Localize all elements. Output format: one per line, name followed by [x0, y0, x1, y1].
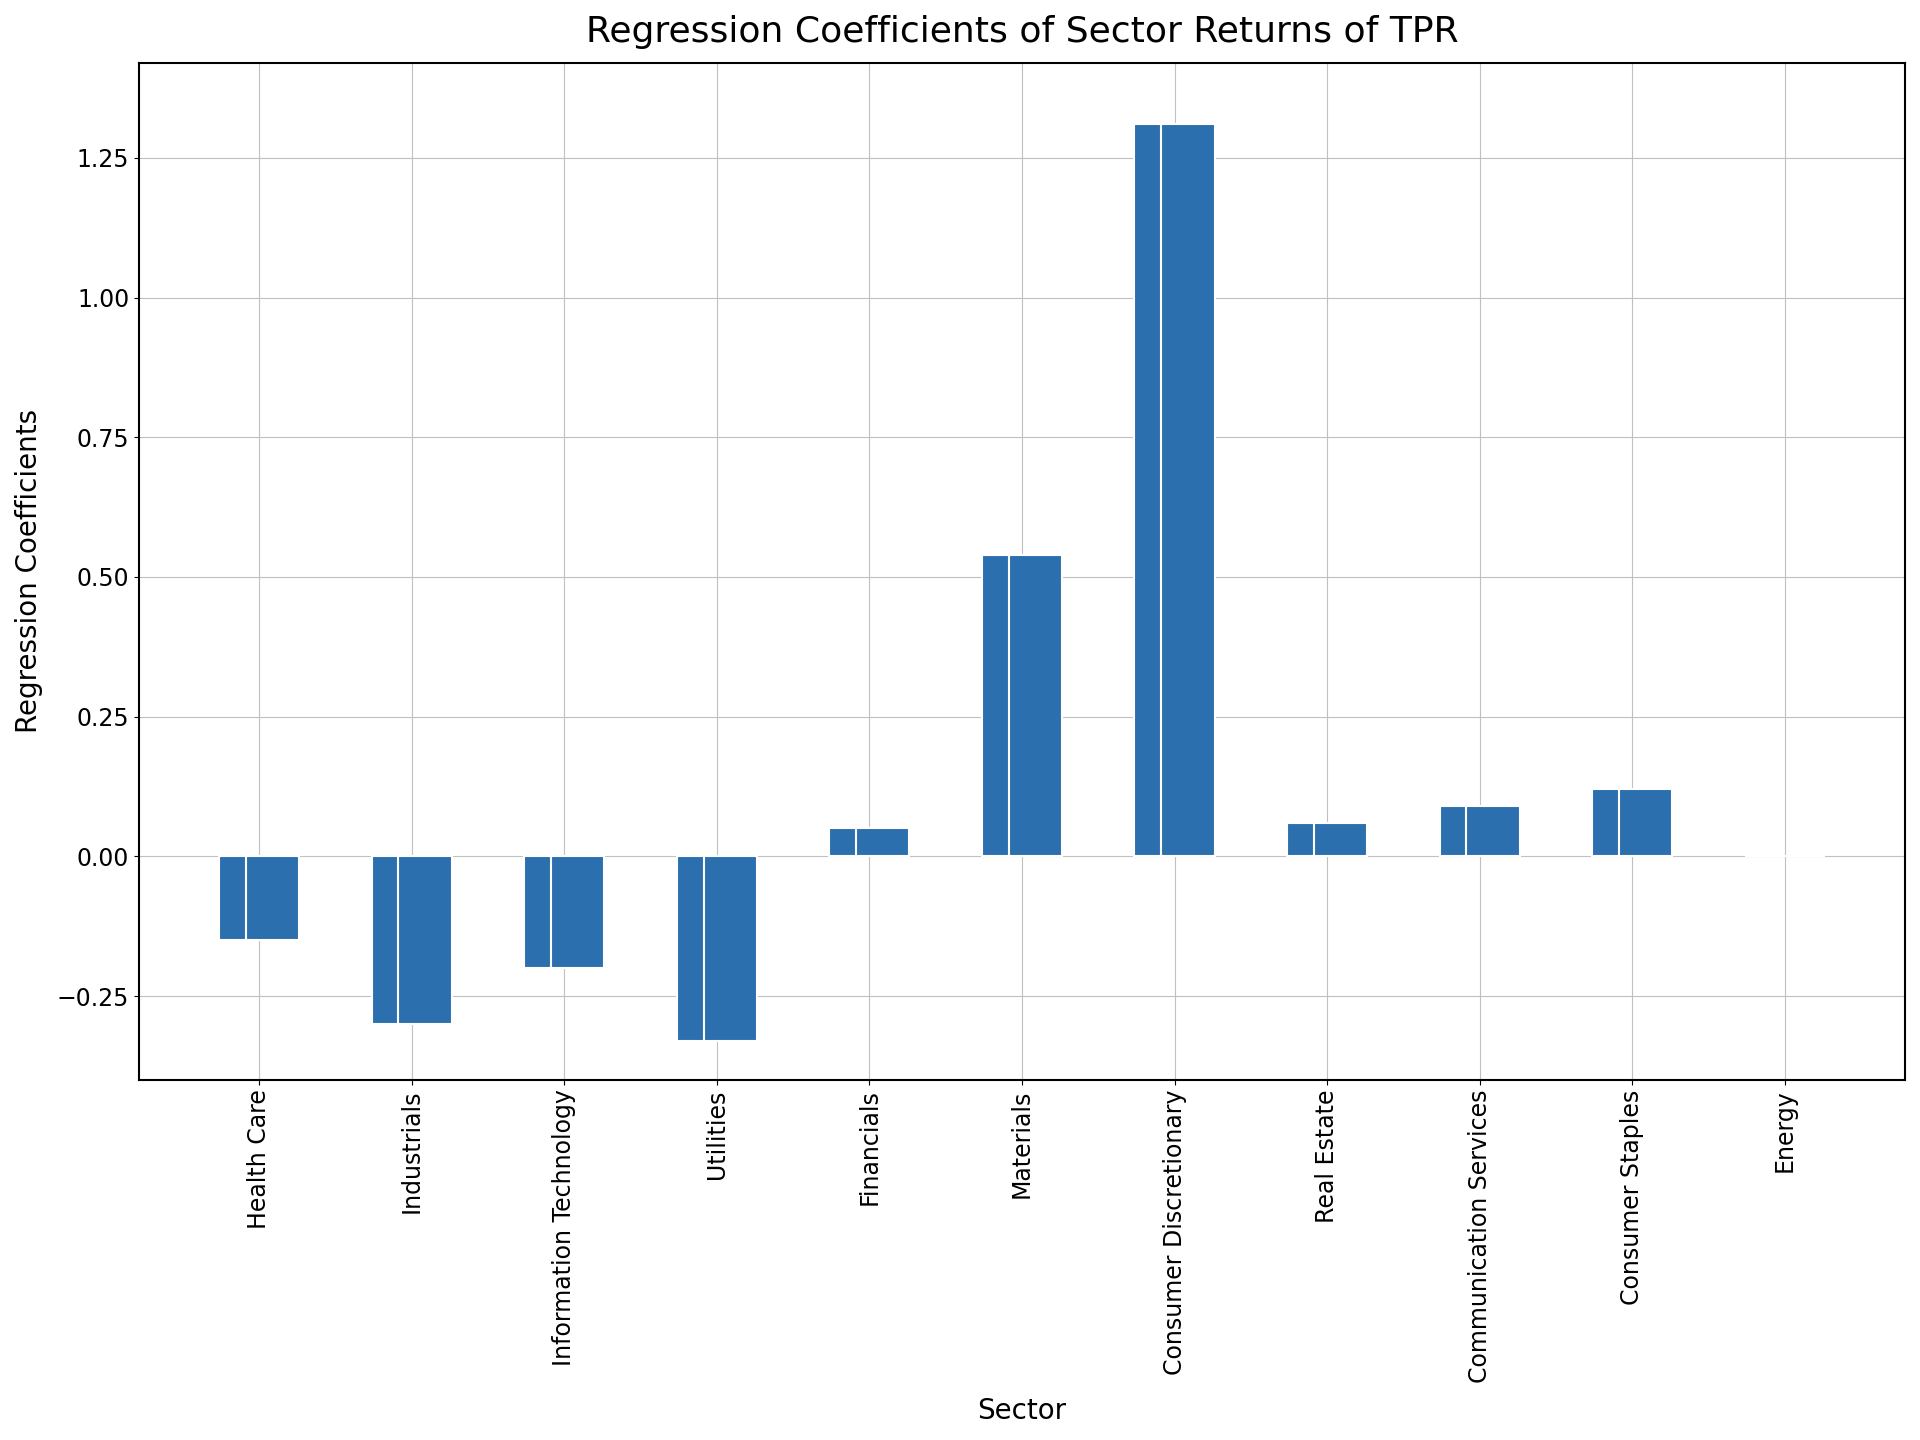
- Title: Regression Coefficients of Sector Returns of TPR: Regression Coefficients of Sector Return…: [586, 14, 1459, 49]
- Bar: [246, 857, 300, 940]
- Bar: [372, 857, 424, 1024]
- Bar: [1313, 822, 1367, 857]
- Bar: [1619, 789, 1672, 857]
- Bar: [829, 828, 883, 857]
- Bar: [399, 857, 451, 1024]
- Bar: [1135, 124, 1188, 857]
- Bar: [1440, 806, 1494, 857]
- Bar: [524, 857, 578, 968]
- Bar: [1162, 124, 1215, 857]
- Bar: [703, 857, 756, 1041]
- Bar: [1286, 822, 1340, 857]
- Bar: [981, 554, 1035, 857]
- Bar: [678, 857, 730, 1041]
- Y-axis label: Regression Coefficients: Regression Coefficients: [15, 409, 42, 733]
- Bar: [1592, 789, 1645, 857]
- X-axis label: Sector: Sector: [977, 1397, 1066, 1426]
- Bar: [856, 828, 910, 857]
- Bar: [1467, 806, 1519, 857]
- Bar: [219, 857, 273, 940]
- Bar: [551, 857, 605, 968]
- Bar: [1008, 554, 1062, 857]
